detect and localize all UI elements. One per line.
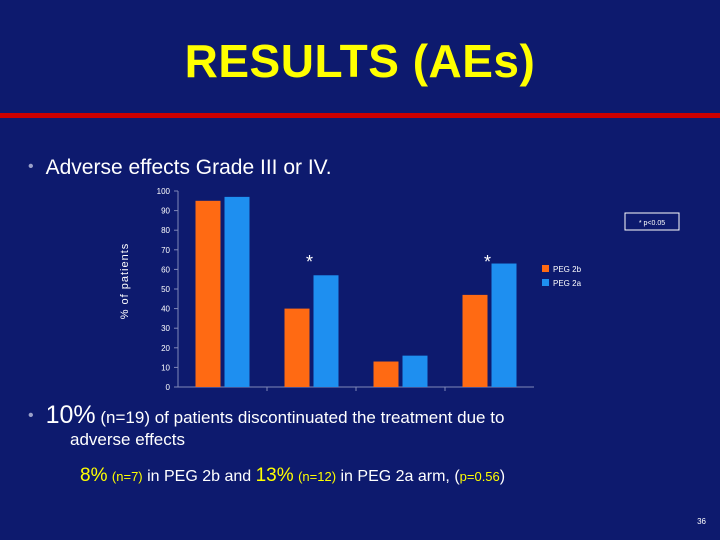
y-tick-label: 60 bbox=[161, 265, 170, 274]
peg2a-percent: 13% bbox=[255, 465, 294, 486]
discontinuation-text-cont: adverse effects bbox=[70, 430, 185, 449]
discontinuation-percent: 10% bbox=[45, 401, 96, 429]
significance-marker: * bbox=[484, 252, 491, 272]
peg2a-n: (n=12) bbox=[298, 469, 337, 484]
bullet-discontinuation: • 10% (n=19) of patients discontinuated t… bbox=[28, 401, 505, 451]
arm-text-close: ) bbox=[499, 468, 506, 485]
legend-label: PEG 2a bbox=[553, 279, 582, 288]
y-axis-label: % of patients bbox=[119, 243, 131, 320]
bar-peg-2b bbox=[284, 308, 310, 387]
title-divider bbox=[0, 113, 720, 118]
arm-text-1: in PEG 2b and bbox=[142, 468, 256, 485]
y-tick-label: 90 bbox=[161, 207, 170, 216]
arm-text-2: in PEG 2a arm, ( bbox=[336, 468, 460, 485]
bullet1-text: Adverse effects Grade III or IV. bbox=[45, 156, 332, 179]
peg2b-n: (n=7) bbox=[111, 469, 143, 484]
y-tick-label: 70 bbox=[161, 246, 170, 255]
page-number: 36 bbox=[697, 517, 706, 526]
legend-swatch bbox=[542, 265, 549, 272]
legend-label: PEG 2b bbox=[553, 265, 582, 274]
bar-peg-2a bbox=[313, 275, 339, 387]
p-value: p=0.56 bbox=[459, 469, 500, 484]
bar-peg-2a bbox=[491, 263, 517, 387]
arm-breakdown: 8% (n=7) in PEG 2b and 13% (n=12) in PEG… bbox=[80, 465, 505, 487]
note-box bbox=[624, 212, 680, 231]
y-tick-label: 10 bbox=[161, 363, 170, 372]
significance-note: * p<0.05 bbox=[639, 220, 665, 227]
peg2b-percent: 8% bbox=[80, 465, 108, 486]
bullet-dot-icon: • bbox=[28, 158, 34, 175]
bullet-dot-icon: • bbox=[28, 407, 34, 424]
y-tick-label: 80 bbox=[161, 226, 170, 235]
bullet-adverse-effects: • Adverse effects Grade III or IV. bbox=[28, 156, 332, 180]
bar-peg-2b bbox=[462, 294, 488, 387]
y-tick-label: 40 bbox=[161, 305, 170, 314]
y-tick-label: 30 bbox=[161, 324, 170, 333]
y-tick-label: 0 bbox=[166, 383, 171, 392]
bar-peg-2b bbox=[373, 361, 399, 387]
bar-peg-2b bbox=[195, 200, 221, 387]
y-tick-label: 20 bbox=[161, 344, 170, 353]
y-tick-label: 50 bbox=[161, 285, 170, 294]
bar-peg-2a bbox=[402, 355, 428, 387]
bar-peg-2a bbox=[224, 196, 250, 387]
discontinuation-text: (n=19) of patients discontinuated the tr… bbox=[95, 408, 505, 427]
slide-title: RESULTS (AEs) bbox=[184, 35, 536, 87]
significance-marker: * bbox=[306, 252, 313, 272]
legend-swatch bbox=[542, 279, 549, 286]
y-tick-label: 100 bbox=[157, 187, 171, 196]
